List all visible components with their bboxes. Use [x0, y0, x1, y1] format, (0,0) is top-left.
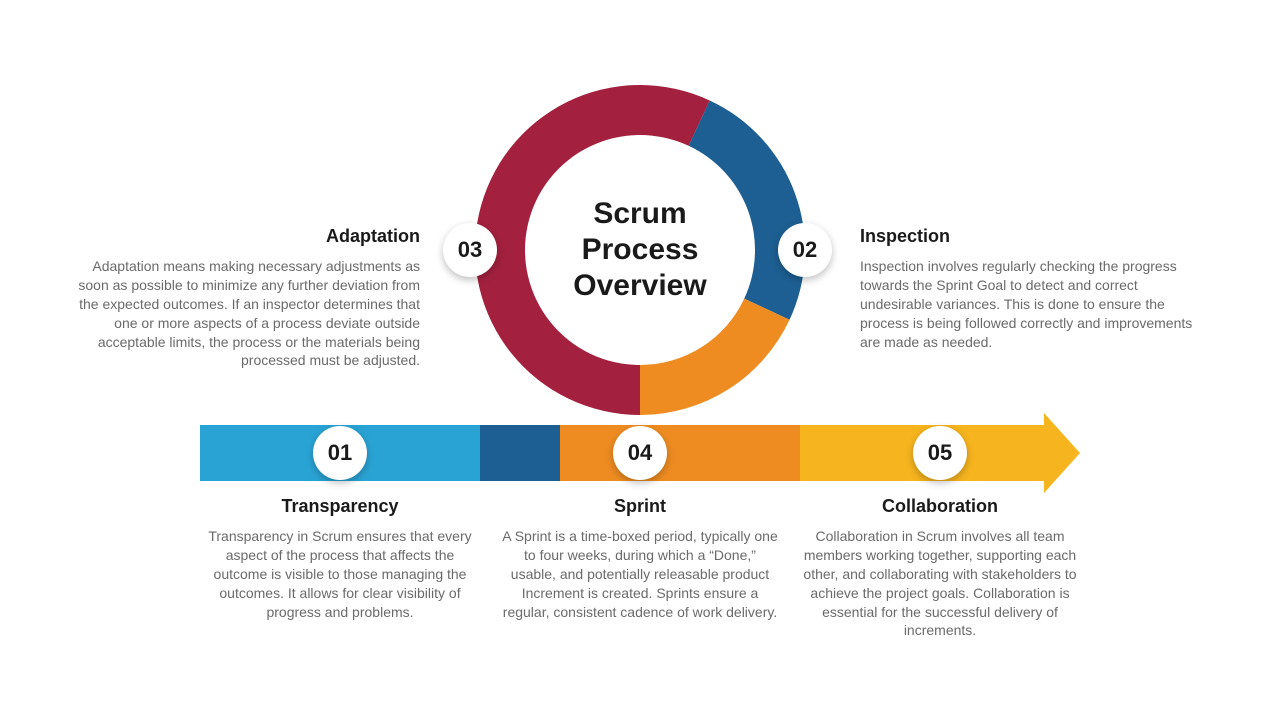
badge-05: 05	[913, 426, 967, 480]
item-01: Transparency Transparency in Scrum ensure…	[200, 496, 480, 621]
item-04-title: Sprint	[500, 496, 780, 517]
item-02: Inspection Inspection involves regularly …	[860, 226, 1210, 351]
process-ring: Scrum Process Overview	[475, 85, 805, 415]
badge-03: 03	[443, 223, 497, 277]
badge-01: 01	[313, 426, 367, 480]
item-05-body: Collaboration in Scrum involves all team…	[800, 527, 1080, 640]
item-03-body: Adaptation means making necessary adjust…	[75, 257, 420, 370]
item-01-body: Transparency in Scrum ensures that every…	[200, 527, 480, 621]
item-03: Adaptation Adaptation means making necess…	[75, 226, 420, 370]
center-title: Scrum Process Overview	[540, 196, 740, 304]
item-03-title: Adaptation	[75, 226, 420, 247]
badge-02: 02	[778, 223, 832, 277]
badge-04: 04	[613, 426, 667, 480]
item-04: Sprint A Sprint is a time-boxed period, t…	[500, 496, 780, 621]
item-01-title: Transparency	[200, 496, 480, 517]
item-04-body: A Sprint is a time-boxed period, typical…	[500, 527, 780, 621]
item-02-title: Inspection	[860, 226, 1210, 247]
item-02-body: Inspection involves regularly checking t…	[860, 257, 1210, 351]
arrow-segment-seg2	[480, 425, 560, 481]
ring-segment-bottom	[640, 299, 790, 415]
item-05: Collaboration Collaboration in Scrum invo…	[800, 496, 1080, 640]
item-05-title: Collaboration	[800, 496, 1080, 517]
arrow-segment-seg3	[560, 425, 800, 481]
